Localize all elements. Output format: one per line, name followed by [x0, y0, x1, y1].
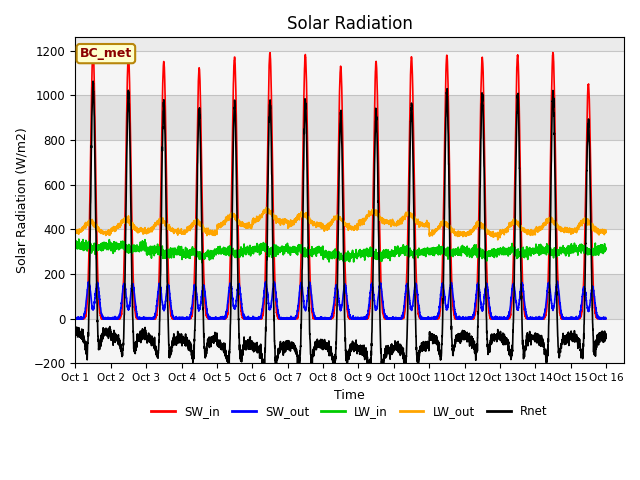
SW_out	[460, 315, 467, 321]
Bar	[76, 229, 624, 274]
LW_in	[460, 249, 467, 255]
LW_in	[321, 254, 329, 260]
Line: Rnet: Rnet	[76, 81, 606, 372]
Rnet	[460, 334, 467, 340]
Bar	[76, 319, 624, 363]
Rnet	[490, 337, 497, 343]
X-axis label: Time: Time	[334, 389, 365, 402]
LW_out	[460, 229, 467, 235]
Bar	[76, 96, 624, 140]
SW_in	[602, 316, 609, 322]
LW_out	[321, 226, 328, 232]
LW_in	[602, 245, 609, 251]
Rnet	[602, 332, 609, 338]
LW_out	[602, 230, 609, 236]
SW_out	[72, 316, 79, 322]
Rnet	[366, 369, 374, 374]
Line: LW_out: LW_out	[76, 207, 606, 240]
LW_out	[263, 204, 271, 210]
LW_out	[72, 229, 79, 235]
SW_in	[72, 316, 79, 322]
SW_in	[602, 316, 610, 322]
LW_in	[490, 252, 497, 258]
Rnet	[321, 342, 328, 348]
SW_out	[167, 302, 175, 308]
SW_in	[430, 316, 438, 322]
Legend: SW_in, SW_out, LW_in, LW_out, Rnet: SW_in, SW_out, LW_in, LW_out, Rnet	[147, 400, 552, 423]
SW_in	[89, 47, 97, 53]
LW_in	[602, 247, 610, 252]
LW_out	[490, 231, 497, 237]
Text: BC_met: BC_met	[80, 47, 132, 60]
Rnet	[167, 348, 175, 353]
Line: LW_in: LW_in	[76, 239, 606, 263]
Line: SW_out: SW_out	[76, 281, 606, 319]
SW_in	[460, 316, 467, 322]
Rnet	[89, 78, 97, 84]
LW_out	[602, 228, 610, 233]
SW_in	[167, 312, 175, 318]
Rnet	[72, 334, 79, 340]
Y-axis label: Solar Radiation (W/m2): Solar Radiation (W/m2)	[15, 128, 28, 273]
SW_out	[72, 314, 79, 320]
SW_out	[602, 316, 610, 322]
SW_out	[554, 278, 561, 284]
Bar	[76, 185, 624, 229]
Rnet	[602, 335, 610, 341]
LW_out	[430, 229, 438, 235]
Line: SW_in: SW_in	[76, 50, 606, 319]
SW_out	[602, 315, 609, 321]
SW_in	[321, 316, 328, 322]
LW_in	[431, 253, 438, 259]
LW_in	[198, 260, 206, 265]
LW_in	[72, 245, 79, 251]
Bar	[76, 140, 624, 185]
LW_out	[494, 237, 502, 243]
Bar	[76, 274, 624, 319]
Title: Solar Radiation: Solar Radiation	[287, 15, 413, 33]
LW_in	[75, 236, 83, 242]
SW_out	[490, 316, 497, 322]
SW_out	[321, 316, 328, 322]
Bar	[76, 51, 624, 96]
Rnet	[431, 339, 438, 345]
LW_out	[167, 228, 175, 233]
SW_in	[490, 316, 497, 322]
LW_in	[167, 248, 175, 253]
SW_out	[430, 316, 438, 322]
